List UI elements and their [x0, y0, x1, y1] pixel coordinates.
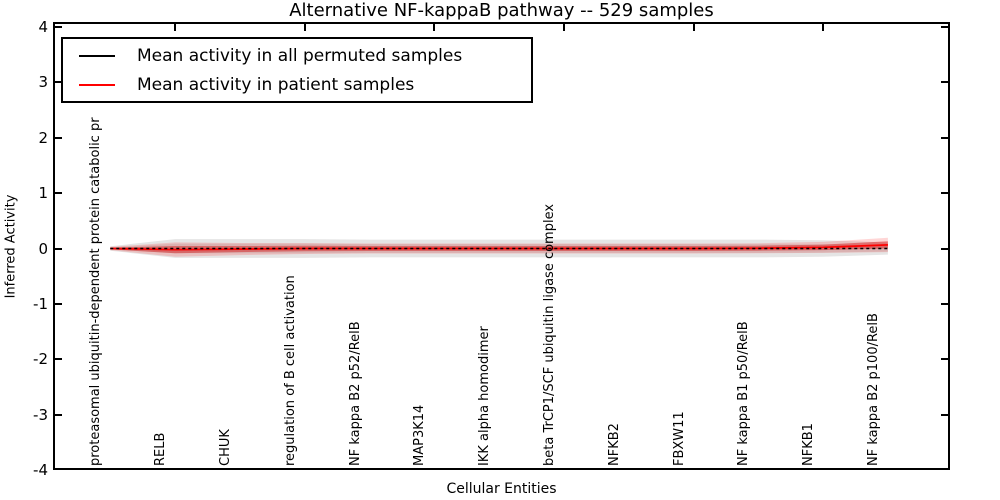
red-line-sample-icon	[79, 83, 115, 86]
tick-mark	[55, 81, 62, 84]
tick-mark	[822, 24, 825, 31]
tick-mark	[303, 24, 306, 31]
tick-mark	[941, 469, 948, 470]
tick-mark	[692, 24, 695, 31]
x-tick-label: IKK alpha homodimer	[477, 326, 493, 466]
tick-mark	[562, 24, 565, 31]
x-tick-label: NFKB1	[801, 423, 817, 466]
x-tick-label: RELB	[153, 432, 169, 466]
x-tick-label: NFKB2	[606, 423, 622, 466]
tick-mark	[941, 192, 948, 195]
tick-mark	[941, 247, 948, 250]
y-tick-label: 4	[38, 17, 48, 36]
y-tick-label: 2	[38, 128, 48, 147]
tick-mark	[55, 413, 62, 416]
tick-mark	[941, 302, 948, 305]
confidence-band	[110, 237, 888, 257]
x-tick-label: regulation of B cell activation	[282, 275, 298, 466]
x-tick-label: CHUK	[217, 429, 233, 466]
x-tick-label: FBXW11	[671, 411, 687, 466]
y-tick-label: 0	[38, 239, 48, 258]
y-tick-label: 1	[38, 184, 48, 203]
plot-area: proteasomal ubiquitin-dependent protein …	[53, 22, 950, 470]
confidence-band	[110, 241, 888, 254]
tick-mark	[941, 136, 948, 139]
chart-canvas	[110, 237, 888, 258]
y-tick-label: -1	[33, 294, 48, 313]
x-tick-label: NF kappa B1 p50/RelB	[736, 321, 752, 466]
tick-mark	[55, 247, 62, 250]
tick-mark	[941, 25, 948, 28]
y-tick-label: -3	[33, 405, 48, 424]
tick-mark	[55, 25, 62, 28]
x-tick-label: MAP3K14	[412, 404, 428, 466]
x-tick-label: beta TrCP1/SCF ubiquitin ligase complex	[541, 203, 557, 466]
chart-title: Alternative NF-kappaB pathway -- 529 sam…	[289, 0, 714, 21]
x-tick-label: proteasomal ubiquitin-dependent protein …	[88, 117, 104, 466]
x-axis-label: Cellular Entities	[446, 481, 557, 497]
tick-mark	[433, 24, 436, 31]
tick-mark	[174, 24, 177, 31]
y-tick-label: -4	[33, 461, 48, 480]
legend-label: Mean activity in patient samples	[137, 74, 415, 95]
x-tick-label: NF kappa B2 p52/RelB	[347, 321, 363, 466]
tick-mark	[941, 413, 948, 416]
y-tick-label: 3	[38, 73, 48, 92]
legend-label: Mean activity in all permuted samples	[137, 45, 463, 66]
tick-mark	[55, 358, 62, 361]
tick-mark	[55, 302, 62, 305]
tick-mark	[941, 358, 948, 361]
tick-mark	[55, 192, 62, 195]
tick-mark	[941, 81, 948, 84]
x-tick-label: NF kappa B2 p100/RelB	[865, 313, 881, 466]
y-tick-label: -2	[33, 350, 48, 369]
legend-item-patient: Mean activity in patient samples	[79, 72, 531, 98]
tick-mark	[55, 469, 62, 470]
black-line-sample-icon	[79, 54, 115, 57]
legend: Mean activity in all permuted samples Me…	[61, 37, 533, 103]
legend-item-permuted: Mean activity in all permuted samples	[79, 43, 531, 69]
tick-mark	[55, 136, 62, 139]
